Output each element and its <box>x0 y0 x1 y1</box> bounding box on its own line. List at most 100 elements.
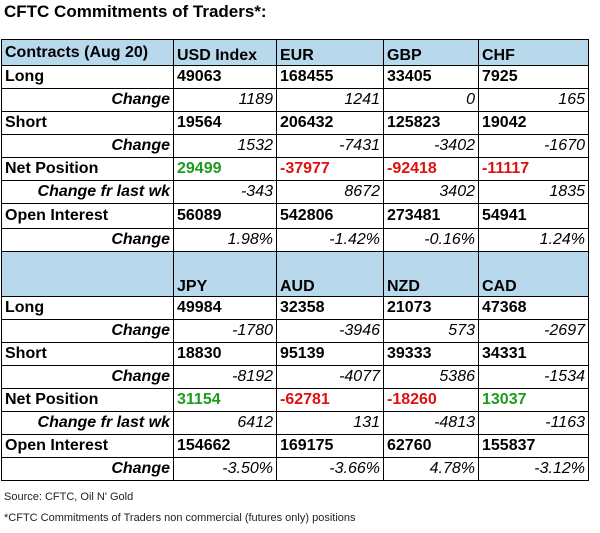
row-label: Long <box>1 65 174 89</box>
row-label: Change fr last wk <box>1 411 174 435</box>
value-cell: 49063 <box>173 65 277 89</box>
value-cell: 19042 <box>478 111 589 135</box>
currency-header: AUD <box>276 251 384 297</box>
value-cell: 47368 <box>478 296 589 320</box>
value-cell: -7431 <box>276 134 384 158</box>
value-cell: 165 <box>478 88 589 112</box>
value-cell: 1835 <box>478 180 589 204</box>
value-cell: 5386 <box>383 365 479 389</box>
table-row: Open Interest 56089 542806 273481 54941 <box>1 203 589 229</box>
currency-header: CHF <box>478 39 589 66</box>
value-cell: 32358 <box>276 296 384 320</box>
value-cell: -3.50% <box>173 457 277 481</box>
value-cell: 49984 <box>173 296 277 320</box>
value-cell: 542806 <box>276 203 384 229</box>
value-cell: -8192 <box>173 365 277 389</box>
value-cell: 6412 <box>173 411 277 435</box>
cot-table: Contracts (Aug 20) USD Index EUR GBP CHF Long… <box>1 39 589 481</box>
row-label: Change <box>1 88 174 112</box>
row-label: Net Position <box>1 157 174 181</box>
corner-label: Contracts (Aug 20) <box>1 39 174 66</box>
value-cell: -62781 <box>276 388 384 412</box>
value-cell: 33405 <box>383 65 479 89</box>
value-cell: 573 <box>383 319 479 343</box>
currency-header: JPY <box>173 251 277 297</box>
table-row: Open Interest 154662 169175 62760 155837 <box>1 434 589 458</box>
footnote: *CFTC Commitments of Traders non commerc… <box>4 512 356 524</box>
page-title: CFTC Commitments of Traders*: <box>4 2 267 21</box>
row-label: Open Interest <box>1 434 174 458</box>
row-label: Change <box>1 228 174 252</box>
value-cell: 39333 <box>383 342 479 366</box>
value-cell: 95139 <box>276 342 384 366</box>
value-cell: 1.98% <box>173 228 277 252</box>
row-label: Open Interest <box>1 203 174 229</box>
value-cell: 1.24% <box>478 228 589 252</box>
table-row: Change fr last wk 6412 131 -4813 -1163 <box>1 411 589 435</box>
value-cell: -3402 <box>383 134 479 158</box>
value-cell: 31154 <box>173 388 277 412</box>
value-cell: -1534 <box>478 365 589 389</box>
value-cell: 155837 <box>478 434 589 458</box>
value-cell: 4.78% <box>383 457 479 481</box>
value-cell: -1163 <box>478 411 589 435</box>
value-cell: -92418 <box>383 157 479 181</box>
row-label: Change <box>1 457 174 481</box>
table-row: Change 1.98% -1.42% -0.16% 1.24% <box>1 228 589 252</box>
value-cell: 21073 <box>383 296 479 320</box>
table-row: Long 49063 168455 33405 7925 <box>1 65 589 89</box>
table-row: Net Position 29499 -37977 -92418 -11117 <box>1 157 589 181</box>
value-cell: 54941 <box>478 203 589 229</box>
value-cell: 168455 <box>276 65 384 89</box>
value-cell: 7925 <box>478 65 589 89</box>
header-row: JPY AUD NZD CAD <box>1 251 589 297</box>
value-cell: 18830 <box>173 342 277 366</box>
table-row: Change fr last wk -343 8672 3402 1835 <box>1 180 589 204</box>
row-label: Change <box>1 134 174 158</box>
value-cell: 0 <box>383 88 479 112</box>
value-cell: -1.42% <box>276 228 384 252</box>
value-cell: -1670 <box>478 134 589 158</box>
table-row: Change -1780 -3946 573 -2697 <box>1 319 589 343</box>
table-row: Change -3.50% -3.66% 4.78% -3.12% <box>1 457 589 481</box>
row-label: Long <box>1 296 174 320</box>
value-cell: 62760 <box>383 434 479 458</box>
currency-header: GBP <box>383 39 479 66</box>
value-cell: -37977 <box>276 157 384 181</box>
value-cell: 1189 <box>173 88 277 112</box>
currency-header: USD Index <box>173 39 277 66</box>
value-cell: -343 <box>173 180 277 204</box>
row-label: Net Position <box>1 388 174 412</box>
table-row: Short 19564 206432 125823 19042 <box>1 111 589 135</box>
value-cell: 34331 <box>478 342 589 366</box>
currency-header: EUR <box>276 39 384 66</box>
value-cell: 206432 <box>276 111 384 135</box>
value-cell: 3402 <box>383 180 479 204</box>
value-cell: 13037 <box>478 388 589 412</box>
corner-label <box>1 251 174 297</box>
row-label: Change <box>1 319 174 343</box>
currency-header: NZD <box>383 251 479 297</box>
value-cell: 29499 <box>173 157 277 181</box>
value-cell: 1532 <box>173 134 277 158</box>
row-label: Change fr last wk <box>1 180 174 204</box>
row-label: Change <box>1 365 174 389</box>
table-row: Net Position 31154 -62781 -18260 13037 <box>1 388 589 412</box>
value-cell: -11117 <box>478 157 589 181</box>
table-row: Long 49984 32358 21073 47368 <box>1 296 589 320</box>
table-row: Change -8192 -4077 5386 -1534 <box>1 365 589 389</box>
value-cell: 8672 <box>276 180 384 204</box>
source-note: Source: CFTC, Oil N' Gold <box>4 491 134 503</box>
value-cell: 1241 <box>276 88 384 112</box>
table-row: Change 1532 -7431 -3402 -1670 <box>1 134 589 158</box>
value-cell: -2697 <box>478 319 589 343</box>
value-cell: 131 <box>276 411 384 435</box>
currency-header: CAD <box>478 251 589 297</box>
value-cell: -1780 <box>173 319 277 343</box>
value-cell: 56089 <box>173 203 277 229</box>
value-cell: 154662 <box>173 434 277 458</box>
value-cell: -3.12% <box>478 457 589 481</box>
table-row: Short 18830 95139 39333 34331 <box>1 342 589 366</box>
header-row: Contracts (Aug 20) USD Index EUR GBP CHF <box>1 39 589 66</box>
row-label: Short <box>1 111 174 135</box>
